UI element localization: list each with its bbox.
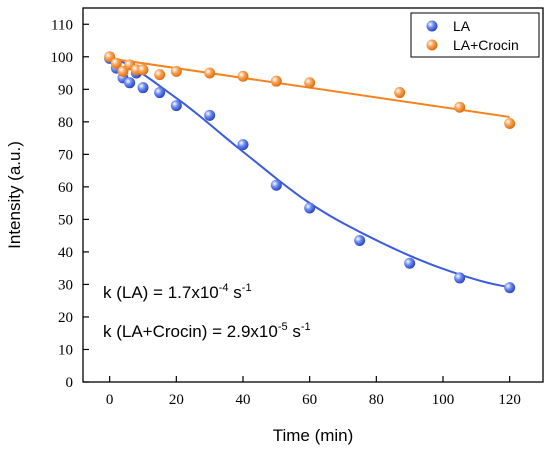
data-point-la [204, 110, 215, 121]
data-point-la [124, 77, 135, 88]
legend: LA LA+Crocin [411, 13, 539, 57]
y-tick-label: 40 [58, 245, 73, 261]
annotation-k-la: k (LA) = 1.7x10-4 s-1 [103, 282, 252, 302]
x-tick-label: 120 [498, 392, 521, 408]
y-tick-label: 90 [58, 82, 73, 98]
legend-label-la-crocin: LA+Crocin [453, 37, 519, 53]
data-point-la-crocin [171, 66, 182, 77]
annotation-k-la-crocin: k (LA+Crocin) = 2.9x10-5 s-1 [103, 321, 311, 341]
data-point-la [354, 235, 365, 246]
x-tick-label: 100 [432, 392, 455, 408]
data-point-la [138, 82, 149, 93]
y-tick-label: 30 [58, 277, 73, 293]
data-point-la [404, 258, 415, 269]
data-point-la [304, 203, 315, 214]
annotation-k-la-crocin-exponent: -5 [278, 321, 288, 333]
annotation-k-la-crocin-unit-exponent: -1 [301, 321, 311, 333]
y-tick-label: 60 [58, 180, 73, 196]
data-point-la-crocin [154, 69, 165, 80]
data-point-la-crocin [138, 64, 149, 75]
data-point-la-crocin [238, 71, 249, 82]
data-point-la-crocin [271, 76, 282, 87]
y-tick-label: 0 [66, 375, 74, 391]
x-tick-label: 80 [369, 392, 384, 408]
annotation-k-la-unit-exponent: -1 [242, 282, 252, 294]
y-tick-label: 80 [58, 115, 73, 131]
annotation-k-la-unit: s [233, 283, 242, 302]
data-point-la [154, 87, 165, 98]
data-point-la [171, 100, 182, 111]
y-tick-label: 110 [51, 17, 73, 33]
data-point-la [271, 180, 282, 191]
x-tick-label: 20 [169, 392, 184, 408]
annotation-k-la-crocin-prefix: k (LA+Crocin) = 2.9x10 [103, 322, 278, 341]
data-point-la [238, 139, 249, 150]
y-tick-label: 50 [58, 212, 73, 228]
data-point-la-crocin [304, 77, 315, 88]
legend-marker-la [427, 21, 438, 32]
data-point-la-crocin [504, 118, 515, 129]
y-tick-label: 20 [58, 310, 73, 326]
data-point-la-crocin [454, 102, 465, 113]
x-tick-label: 0 [106, 392, 114, 408]
annotation-k-la-crocin-unit: s [292, 322, 301, 341]
fit-line-la [110, 57, 510, 287]
x-axis-title: Time (min) [273, 426, 354, 445]
y-tick-label: 70 [58, 147, 73, 163]
data-point-la [504, 282, 515, 293]
annotation-k-la-prefix: k (LA) = 1.7x10 [103, 283, 219, 302]
x-tick-label: 60 [302, 392, 317, 408]
fit-lines [110, 57, 510, 287]
y-axis-title: Intensity (a.u.) [5, 141, 24, 249]
y-tick-label: 10 [58, 342, 73, 358]
x-tick-label: 40 [236, 392, 251, 408]
legend-label-la: LA [453, 18, 471, 34]
data-points [104, 51, 515, 293]
data-point-la-crocin [204, 68, 215, 79]
y-tick-label: 100 [51, 50, 74, 66]
annotation-k-la-exponent: -4 [219, 282, 229, 294]
data-point-la [454, 272, 465, 283]
data-point-la-crocin [394, 87, 405, 98]
legend-marker-la-crocin [427, 40, 438, 51]
